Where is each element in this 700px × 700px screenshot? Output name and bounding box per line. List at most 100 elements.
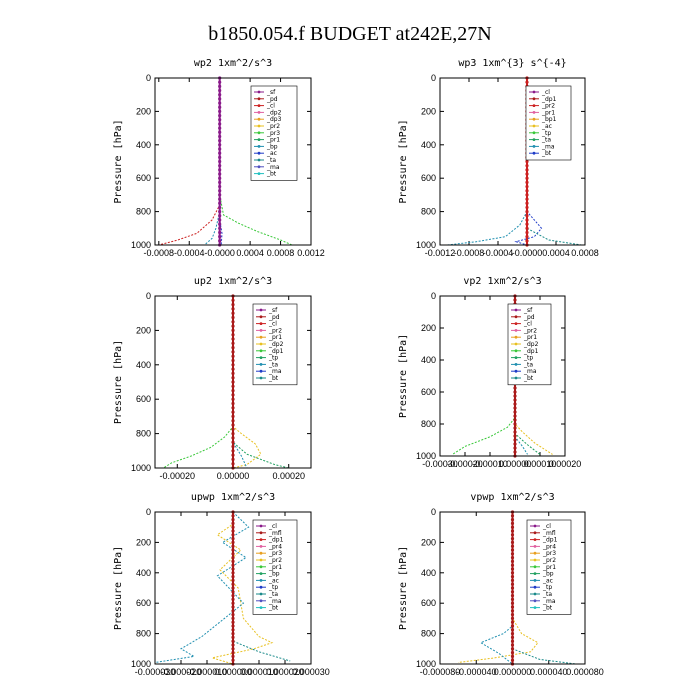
legend-label: _pd [523,314,535,321]
chart-panel: upwp 1xm^2/s^3 Pressure [hPa] 0 200 400 600 80… [113,492,330,677]
legend-label: _cl [266,103,275,110]
series-marker [218,164,222,168]
panel-title: vp2 1xm^2/s^3 [463,276,541,287]
legend-label: _ma [266,164,280,171]
y-tick-label: 200 [136,537,151,547]
series-marker [218,130,222,134]
series-marker [510,635,515,640]
series-marker [231,609,235,613]
legend-label: _mfl [542,530,556,537]
series-marker [231,328,235,332]
legend-label: _sf [266,89,276,96]
x-tick-label: -0.0004 [483,248,514,258]
series-marker [218,143,222,147]
series-marker [510,563,515,567]
series-marker [513,390,517,394]
series-marker [231,423,235,427]
y-tick-label: 400 [136,360,151,370]
legend-label: _tp [541,130,551,137]
legend-marker [259,572,263,575]
series-marker [513,422,517,426]
series-marker [231,432,235,436]
legend-marker [259,329,263,332]
series-marker [231,337,235,341]
legend-marker [514,335,518,339]
legend-label: _ta [268,361,278,368]
series-marker [231,427,235,431]
series-marker [218,239,222,243]
y-tick-label: 800 [421,419,436,429]
legend-label: _dp3 [266,116,282,123]
legend-label: _dp2 [523,341,539,348]
plot-frame [154,295,312,469]
legend-label: _bt [266,171,277,178]
y-tick-label: 600 [421,387,436,397]
y-tick-label: 0 [146,291,151,301]
series-marker [231,537,235,541]
legend-marker [259,335,263,339]
y-tick-label: 400 [136,140,151,150]
legend-label: _ta [541,137,551,144]
legend-label: _dp1 [268,537,284,544]
x-tick-label: -0.00020 [160,471,196,481]
series-marker [231,548,235,552]
series-marker [510,514,515,518]
legend-label: _bt [268,605,279,612]
series-marker [510,628,515,632]
y-tick-label: 600 [136,394,151,404]
y-tick-label: 1000 [131,463,151,473]
legend-label: _ma [541,143,555,150]
legend-label: _tp [268,584,278,591]
series-marker [231,440,235,444]
x-tick-label: 0.000080 [566,667,604,677]
legend-marker [257,138,261,142]
legend-label: _bt [268,375,279,382]
series-line [447,78,528,246]
legend-label: _cl [523,321,532,328]
legend-marker [257,158,261,162]
series-marker [513,426,517,430]
chart-panel: wp3 1xm^{3} s^{-4} Pressure [hPa] 0 200 400 6… [398,58,599,258]
legend-marker [532,151,536,155]
series-marker [513,402,517,406]
series-marker [231,540,235,545]
series-marker [231,563,235,567]
legend-marker [259,342,263,346]
legend-label: _ma [268,368,282,375]
series-marker [218,172,222,176]
legend-marker [532,97,536,101]
y-tick-label: 1000 [131,659,151,669]
legend-marker [257,104,261,107]
series-marker [510,639,515,643]
legend: _sf_pd_cl_pr2_pr1_dp2_dp1_tp_ta_ma_bt [507,303,552,386]
legend-label: _bt [542,605,553,612]
series-marker [510,540,515,545]
series-marker [218,189,222,193]
series-marker [218,184,222,189]
series-marker [231,544,235,548]
series-marker [231,624,235,628]
chart-panel: wp2 1xm^2/s^3 Pressure [hPa] 0 200 400 600 800… [113,58,325,258]
series-marker [231,601,235,605]
series-marker [231,578,235,583]
series-marker [231,525,235,529]
legend-marker [259,376,263,380]
x-tick-label: -0.00010 [472,459,508,469]
series-marker [513,410,517,414]
legend-marker [259,356,263,359]
legend-marker [533,592,537,596]
series-marker [218,122,222,126]
legend-label: _pd [268,314,280,321]
legend-marker [259,599,263,603]
series-marker [218,159,222,164]
legend-label: _ac [268,577,279,584]
series-marker [218,93,222,97]
series-marker [218,205,222,210]
x-tick-label: -0.00030 [422,459,458,469]
series-marker [231,419,235,423]
series-marker [231,457,235,461]
legend-label: _pr1 [542,564,556,571]
legend-marker [259,369,263,373]
series-marker [525,230,529,235]
